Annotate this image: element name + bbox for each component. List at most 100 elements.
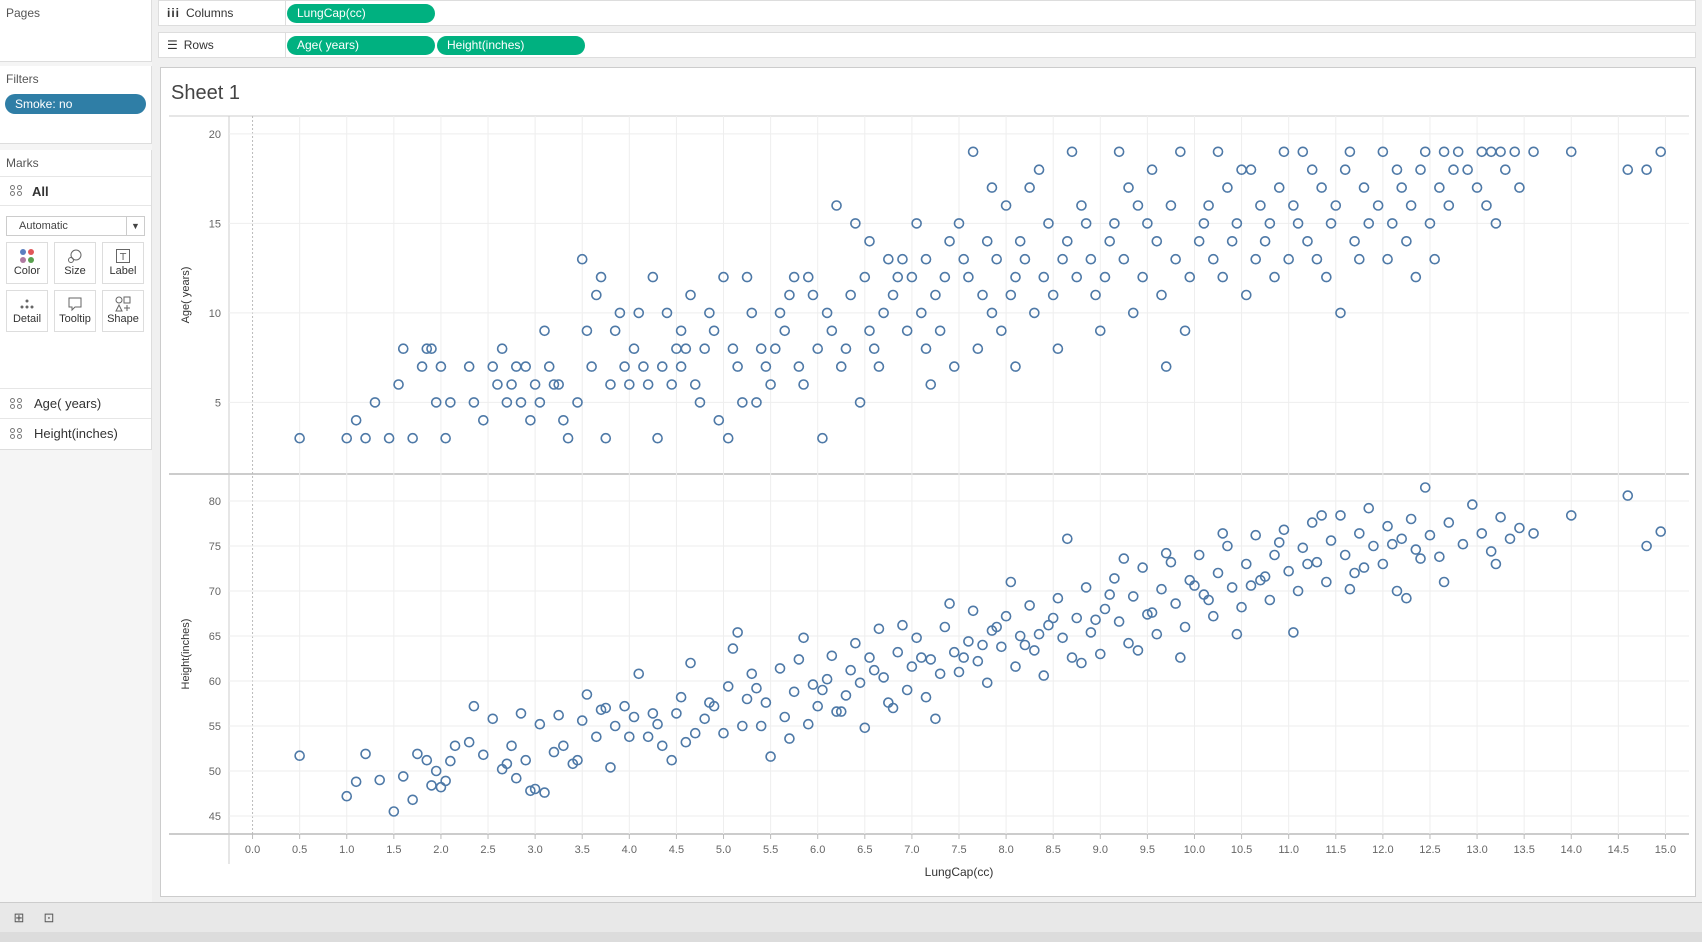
data-point [666,754,678,766]
data-point [576,715,588,726]
x-tick-label: 10.0 [1184,844,1205,856]
data-point [1062,236,1073,247]
color-button[interactable]: Color [6,242,48,284]
y-tick-label: 45 [209,811,221,823]
data-point [897,253,908,265]
shape-button[interactable]: Shape [102,290,144,332]
columns-shelf[interactable]: iii Columns LungCap(cc) [158,0,1696,26]
data-point [1622,164,1634,175]
detail-dots-icon [7,295,47,313]
data-point [675,361,687,372]
filter-pill-smoke[interactable]: Smoke: no [5,94,146,114]
data-point [520,361,532,372]
data-point [1321,271,1332,283]
data-point [991,621,1002,633]
data-point [1014,630,1026,642]
data-point [341,790,353,802]
chevron-down-icon[interactable]: ▼ [126,217,144,235]
detail-button[interactable]: Detail [6,290,48,332]
y-tick-label: 70 [209,586,221,598]
data-point [558,740,569,752]
data-point [609,325,621,337]
data-point [826,650,838,662]
scatter-chart[interactable]: 0.0 0.5 1.0 1.5 2.0 2.5 3.0 3.5 4.0 4.5 5.0 5.5 6.0 6… [161,68,1697,898]
data-point [487,713,499,725]
data-point [478,749,489,761]
marks-all-tab[interactable]: All [0,176,151,206]
data-point [680,343,692,355]
data-point [859,722,871,734]
data-point [445,755,456,767]
data-point [981,677,993,689]
data-point [412,748,423,760]
data-point [963,271,974,283]
x-tick-label: 1.0 [339,844,354,856]
data-point [821,307,833,319]
rows-shelf[interactable]: ☰ Rows Age( years) Height(inches) [158,32,1696,58]
size-button[interactable]: Size [54,242,96,284]
data-point [1146,607,1158,618]
data-point [407,432,418,444]
data-point [1165,556,1177,568]
data-point [859,271,871,283]
data-point [1302,558,1313,570]
data-point [722,681,734,692]
size-icon [55,247,95,265]
data-point [685,289,696,301]
data-point [774,663,786,674]
data-point [1269,271,1280,283]
data-point [1245,580,1257,591]
data-point [722,432,734,444]
new-dashboard-icon[interactable]: ⊡ [43,910,55,925]
data-point [1325,535,1337,546]
x-tick-label: 14.5 [1608,844,1629,856]
rows-pill-age[interactable]: Age( years) [287,36,435,55]
data-point [1156,289,1167,301]
data-point [807,679,819,690]
color-button-label: Color [13,265,41,277]
data-point [1467,499,1478,510]
data-point [911,632,922,644]
x-tick-label: 12.0 [1372,844,1393,856]
data-point [873,623,885,635]
data-point [897,619,908,631]
data-point [1066,652,1078,663]
data-point [1288,627,1299,638]
label-button[interactable]: T Label [102,242,144,284]
data-point [972,655,984,667]
data-point [656,361,668,372]
data-point [435,361,447,372]
data-point [430,397,442,408]
data-point [958,253,970,265]
data-point [529,379,541,390]
data-point [675,691,687,703]
columns-pill-lungcap[interactable]: LungCap(cc) [287,4,435,23]
y-tick-label: 5 [215,397,221,409]
x-tick-label: 0.0 [245,844,260,856]
data-point [426,343,437,355]
data-point [981,236,993,247]
new-worksheet-icon[interactable]: ⊞ [13,910,25,925]
x-tick-label: 5.5 [763,844,778,856]
data-point [1052,592,1064,604]
data-point [1476,528,1488,539]
data-point [868,664,880,676]
data-point [1410,544,1422,555]
data-point [1434,182,1445,193]
data-point [934,668,946,680]
data-point [581,325,593,337]
data-point [765,379,776,390]
rows-pill-height[interactable]: Height(inches) [437,36,585,55]
data-point [887,702,899,714]
tooltip-button[interactable]: Tooltip [54,290,96,332]
shelf-divider [285,1,286,25]
data-point [986,307,998,319]
marks-field-age[interactable]: Age( years) [0,388,151,418]
data-point [1076,200,1087,211]
text-label-icon: T [103,247,143,265]
data-point [624,379,635,390]
data-point [1509,146,1521,158]
data-point [1490,218,1502,229]
mark-type-dropdown[interactable]: Automatic ▼ [6,216,145,236]
marks-field-height[interactable]: Height(inches) [0,418,151,448]
